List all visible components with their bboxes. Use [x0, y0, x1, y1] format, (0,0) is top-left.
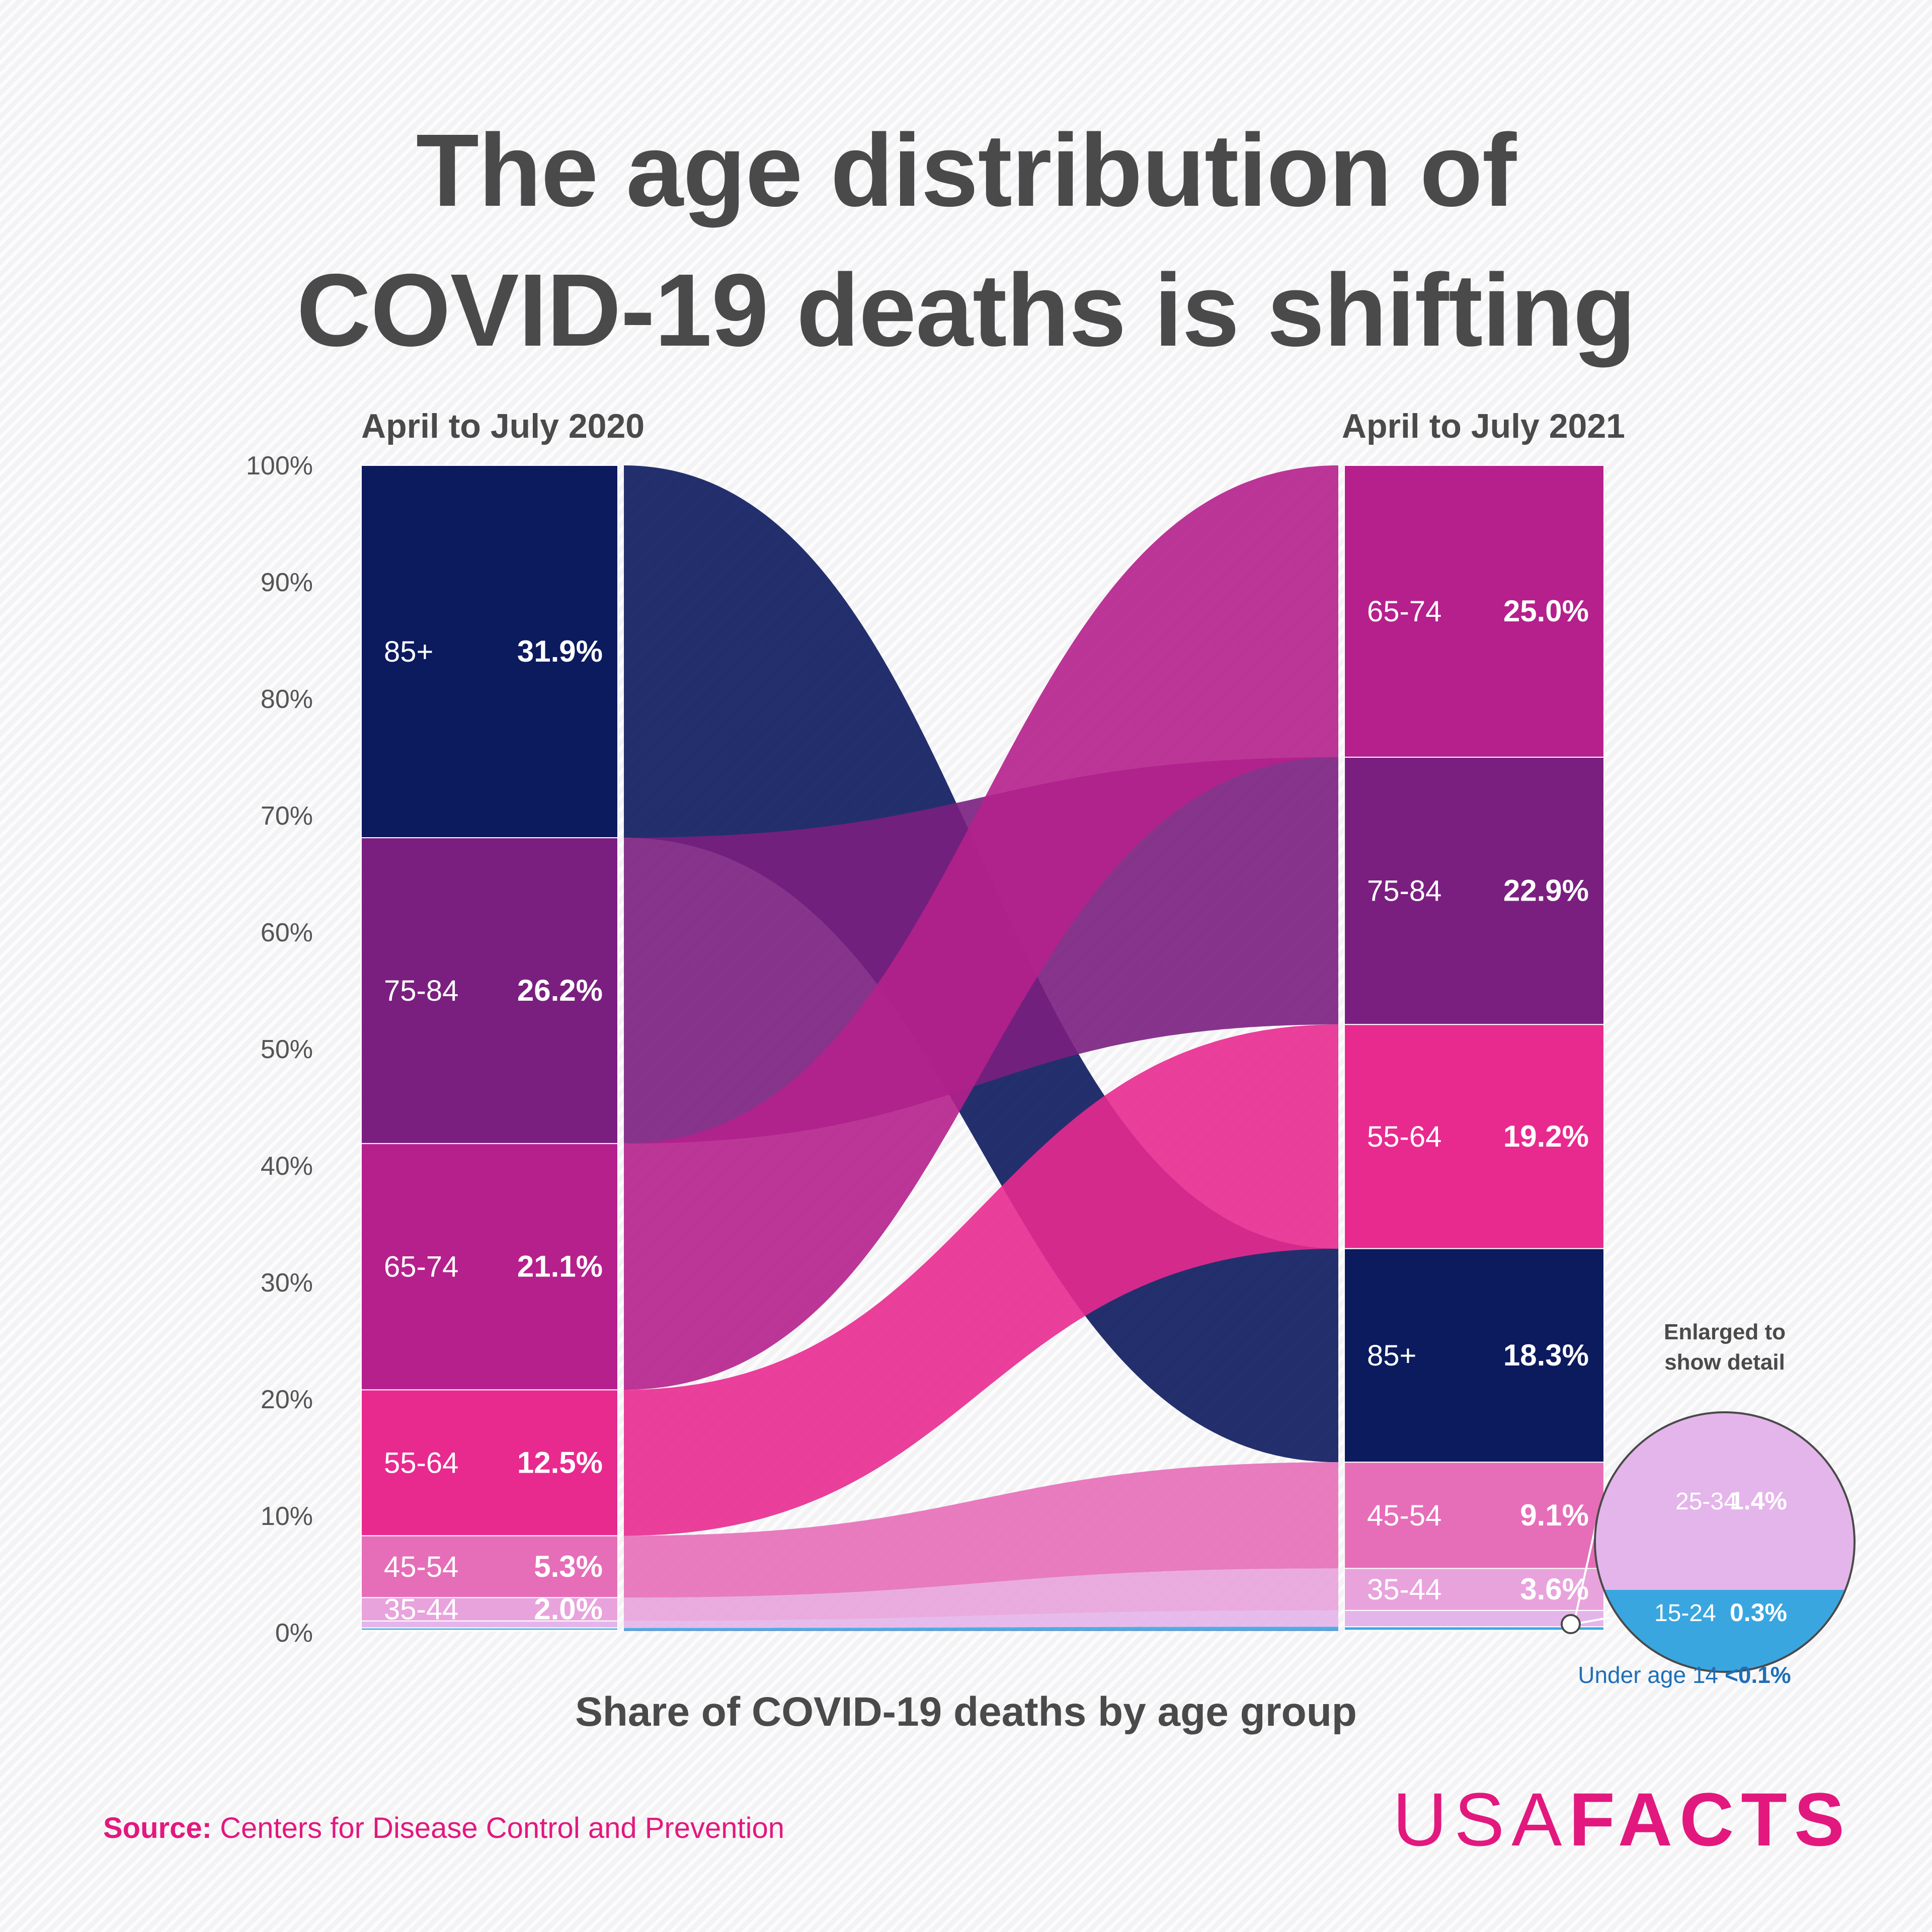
bar-value-55-64: 12.5% [517, 1445, 603, 1479]
bar-value-65-74: 25.0% [1503, 594, 1589, 628]
bar-label-35-44: 35-44 [384, 1593, 458, 1626]
bar-2020-45-54 [361, 1535, 618, 1598]
bar-label-75-84: 75-84 [1367, 875, 1441, 908]
bar-value-85+: 18.3% [1503, 1338, 1589, 1372]
usafacts-logo: USAFACTS [1393, 1776, 1852, 1863]
bar-2020-75-84 [361, 837, 618, 1144]
bar-2020-55-64 [361, 1389, 618, 1537]
flow-65-74 [624, 465, 1338, 1390]
bar-2020-65-74 [361, 1143, 618, 1391]
title-line-1: The age distribution of [416, 113, 1516, 228]
title-line-2: COVID-19 deaths is shifting [296, 253, 1636, 368]
inset-heading-1: Enlarged to [1664, 1320, 1786, 1344]
bar-label-55-64: 55-64 [384, 1446, 458, 1479]
bar-label-45-54: 45-54 [1367, 1499, 1441, 1532]
y-tick-label: 30% [261, 1268, 313, 1298]
flow-15-24 [624, 1627, 1338, 1631]
y-tick-label: 90% [261, 568, 313, 597]
bars-2021: 65-74 25.0% 75-84 22.9% 55-64 19.2% 85+ 18.3% 45… [1344, 465, 1604, 1632]
bar-value-35-44: 3.6% [1520, 1572, 1589, 1606]
bar-2021-65-74 [1344, 465, 1604, 758]
bar-2020-25-34 [361, 1620, 618, 1629]
bar-2020-0-14 [361, 1630, 618, 1632]
inset-label-15-24: 15-24 [1654, 1600, 1716, 1627]
source-label: Source: [103, 1812, 212, 1844]
period-label-2020: April to July 2020 [361, 407, 645, 445]
flow-0-14 [624, 1630, 1338, 1631]
bar-2020-85+ [361, 465, 618, 839]
bar-value-65-74: 21.1% [517, 1250, 603, 1283]
bar-value-75-84: 22.9% [1503, 874, 1589, 908]
bar-2020-35-44 [361, 1597, 618, 1622]
flow-55-64 [624, 1024, 1338, 1536]
bar-label-45-54: 45-54 [384, 1551, 458, 1583]
y-tick-label: 40% [261, 1152, 313, 1181]
logo-facts: FACTS [1569, 1777, 1852, 1862]
inset: 25-341.4% 15-24 0.3% Enlarged to show detail… [1561, 1320, 1856, 1688]
inset-label-25-34: 25-34 [1675, 1488, 1737, 1515]
bar-value-45-54: 5.3% [534, 1550, 603, 1583]
y-tick-label: 0% [275, 1619, 313, 1648]
under14-value: <0.1% [1725, 1662, 1791, 1688]
inset-heading-2: show detail [1664, 1350, 1785, 1375]
bar-value-75-84: 26.2% [517, 974, 603, 1007]
bar-label-65-74: 65-74 [1367, 595, 1441, 628]
source-text: Centers for Disease Control and Preventi… [220, 1812, 784, 1844]
bar-2021-0-14 [1344, 1630, 1604, 1632]
y-tick-label: 50% [261, 1035, 313, 1064]
chart-title: The age distribution of COVID-19 deaths … [0, 101, 1932, 380]
bar-label-65-74: 65-74 [384, 1251, 458, 1283]
y-tick-label: 10% [261, 1502, 313, 1531]
bar-2021-85+ [1344, 1248, 1604, 1463]
source-note: Source: Centers for Disease Control and … [103, 1811, 784, 1845]
y-tick-label: 60% [261, 918, 313, 947]
bar-2021-75-84 [1344, 757, 1604, 1025]
flow-45-54 [624, 1462, 1338, 1598]
bar-2021-25-34 [1344, 1609, 1604, 1628]
bar-label-85+: 85+ [384, 635, 433, 668]
bar-label-75-84: 75-84 [384, 975, 458, 1007]
flow-35-44 [624, 1568, 1338, 1621]
inset-value-25-34: 1.4% [1730, 1487, 1787, 1515]
bar-value-55-64: 19.2% [1503, 1119, 1589, 1153]
inset-marker [1561, 1614, 1581, 1634]
inset-band-15-24 [1595, 1590, 1855, 1672]
bar-label-85+: 85+ [1367, 1339, 1416, 1372]
bar-value-85+: 31.9% [517, 634, 603, 668]
y-tick-label: 80% [261, 685, 313, 714]
bar-2021-55-64 [1344, 1024, 1604, 1249]
y-tick-label: 100% [246, 451, 313, 480]
y-tick-label: 20% [261, 1385, 313, 1414]
inset-value-15-24: 0.3% [1730, 1598, 1787, 1627]
flow-25-34 [624, 1610, 1338, 1628]
y-axis: 0% 10% 20% 30% 40% 50% 60% 70% 80% 90% 100% [246, 451, 313, 1648]
bar-label-35-44: 35-44 [1367, 1573, 1441, 1606]
y-tick-label: 70% [261, 801, 313, 831]
under14-label: Under age 14 [1578, 1662, 1718, 1688]
inset-circle [1594, 1411, 1856, 1673]
bar-label-55-64: 55-64 [1367, 1120, 1441, 1153]
x-axis-label: Share of COVID-19 deaths by age group [575, 1689, 1357, 1735]
flows [624, 465, 1338, 1631]
bar-value-45-54: 9.1% [1520, 1498, 1589, 1532]
bars-2020: 85+ 31.9% 75-84 26.2% 65-74 21.1% 55-64 12.5% 45… [361, 465, 618, 1632]
logo-usa: USA [1392, 1777, 1569, 1862]
period-label-2021: April to July 2021 [1342, 407, 1625, 445]
bar-value-35-44: 2.0% [534, 1592, 603, 1626]
